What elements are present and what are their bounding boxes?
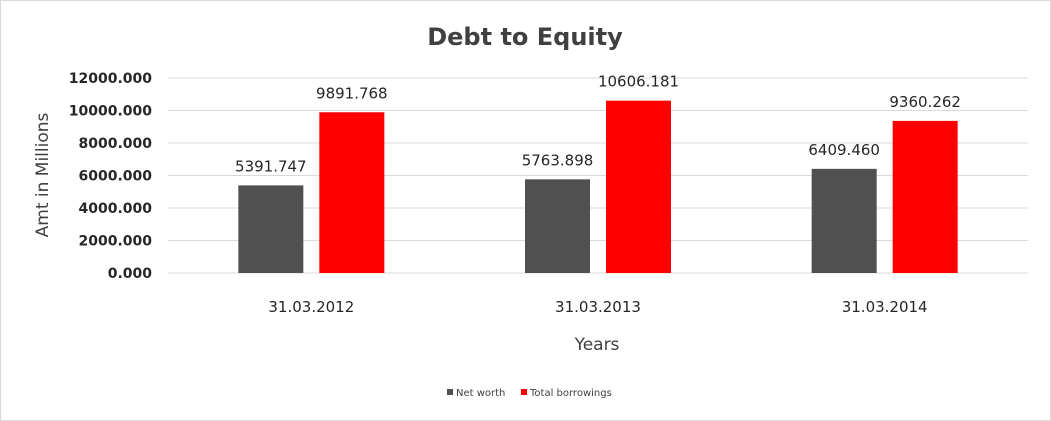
data-label-0-2: 6409.460 [808,141,880,159]
y-axis-title: Amt in Millions [33,112,53,237]
y-tick-label-2: 4000.000 [78,201,152,217]
legend-swatch-1 [521,389,527,395]
bars [238,100,958,273]
y-tick-label-3: 6000.000 [78,169,152,185]
chart-title: Debt to Equity [427,23,623,51]
bar-1-2 [892,120,958,273]
y-tick-label-5: 10000.000 [69,104,153,120]
x-axis-title: Years [574,335,620,355]
data-labels: 5391.747 9891.768 5763.898 10606.181 6409.46… [235,73,961,176]
legend-label-0: Net worth [456,388,505,399]
y-tick-label-0: 0.000 [108,266,153,282]
bar-1-0 [319,112,385,273]
bar-0-0 [238,185,304,273]
legend-swatch-0 [447,389,453,395]
bar-1-1 [606,100,671,273]
bar-0-1 [525,179,590,273]
x-tick-label-0: 31.03.2012 [268,298,354,316]
gridlines [168,77,1028,274]
y-tick-label-1: 2000.000 [78,234,152,250]
x-tick-label-1: 31.03.2013 [555,298,641,316]
data-label-0-1: 5763.898 [522,151,594,169]
data-label-1-2: 9360.262 [889,93,961,111]
data-label-1-0: 9891.768 [316,84,388,102]
y-tick-label-6: 12000.000 [69,71,153,87]
x-tick-label-2: 31.03.2014 [842,298,928,316]
data-label-0-0: 5391.747 [235,157,307,175]
x-tick-labels: 31.03.2012 31.03.2013 31.03.2014 [268,298,927,316]
y-tick-label-4: 8000.000 [78,136,152,152]
data-label-1-1: 10606.181 [598,73,679,91]
y-tick-labels: 0.000 2000.000 4000.000 6000.000 8000.000 100… [69,71,153,282]
bar-0-2 [811,168,877,273]
legend-label-1: Total borrowings [529,388,612,399]
legend: Net worth Total borrowings [447,388,612,399]
